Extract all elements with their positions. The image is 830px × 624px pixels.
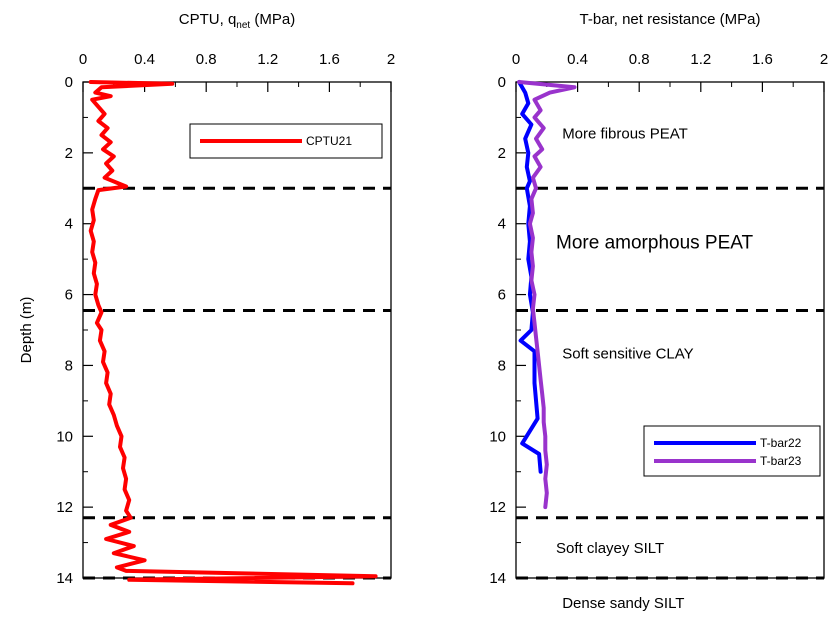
panel2-x-tick-label: 0.4 [567, 51, 588, 68]
panel1-x-tick-label: 1.6 [319, 51, 340, 68]
panel1-x-tick-label: 2 [387, 51, 395, 68]
panel2-x-tick-label: 0.8 [629, 51, 650, 68]
panel2-y-tick-label: 8 [498, 357, 506, 374]
panel2-layer-label: Soft clayey SILT [556, 540, 664, 557]
panel1-y-tick-label: 14 [56, 570, 73, 587]
panel2-legend-label: T-bar23 [760, 454, 802, 468]
panel2-y-tick-label: 14 [489, 570, 506, 587]
panel2-x-tick-label: 2 [820, 51, 828, 68]
panel1-y-tick-label: 6 [65, 287, 73, 304]
panel1-y-tick-label: 4 [65, 216, 73, 233]
panel2-y-tick-label: 12 [489, 499, 506, 516]
panel1-title-subscript: net [236, 20, 250, 31]
panel1-y-axis-label: Depth (m) [18, 297, 35, 364]
panel2-layer-label: Dense sandy SILT [562, 595, 684, 612]
panel1-legend-label: CPTU21 [306, 134, 352, 148]
panel1-title: CPTU, qnet (MPa) [179, 11, 295, 31]
panel2-y-tick-label: 4 [498, 216, 506, 233]
panel2-y-tick-label: 2 [498, 145, 506, 162]
panel1-x-tick-label: 0 [79, 51, 87, 68]
panel2-y-tick-label: 10 [489, 428, 506, 445]
panel1-y-tick-label: 8 [65, 357, 73, 374]
panel2-y-tick-label: 6 [498, 287, 506, 304]
panel1-series-line-cptu21 [88, 80, 378, 586]
panel2-y-tick-label: 0 [498, 74, 506, 91]
panel1-y-tick-label: 12 [56, 499, 73, 516]
panel2-layer-label: More fibrous PEAT [562, 126, 688, 143]
panel2-plot-frame [515, 81, 825, 579]
panel1-y-tick-label: 10 [56, 428, 73, 445]
panel2-x-tick-label: 0 [512, 51, 520, 68]
panel1-x-tick-label: 0.4 [134, 51, 155, 68]
panel1-x-tick-label: 0.8 [196, 51, 217, 68]
panel1-x-tick-label: 1.2 [257, 51, 278, 68]
panel1-y-tick-label: 2 [65, 145, 73, 162]
panel2-x-tick-label: 1.2 [690, 51, 711, 68]
panel2-legend-label: T-bar22 [760, 436, 802, 450]
panel2-series-line-t-bar22 [517, 80, 543, 474]
panel2-title: T-bar, net resistance (MPa) [580, 11, 761, 28]
panel2-layer-label: Soft sensitive CLAY [562, 345, 693, 362]
panel2-series-line-t-bar23 [517, 80, 577, 510]
panel1-y-tick-label: 0 [65, 74, 73, 91]
panel2-layer-label: More amorphous PEAT [556, 233, 754, 254]
panel1-title-suffix: (MPa) [250, 11, 295, 28]
panel2-legend-box [643, 425, 821, 477]
panel2-x-tick-label: 1.6 [752, 51, 773, 68]
